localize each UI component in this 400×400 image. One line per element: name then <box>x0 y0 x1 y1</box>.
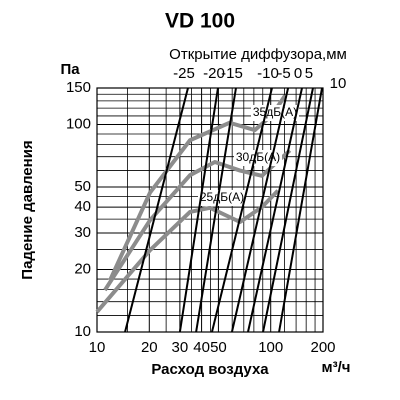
y-tick-label: 30 <box>74 224 91 241</box>
legend-label: -25 <box>173 65 195 82</box>
line <box>195 87 237 333</box>
y-tick-label: 40 <box>74 198 91 215</box>
legend-label: -20 <box>203 65 225 82</box>
x-tick-label: 30 <box>172 339 189 356</box>
y-tick-label: 20 <box>74 261 91 278</box>
label-bg <box>251 105 299 121</box>
label-bg <box>198 190 246 206</box>
line <box>210 87 273 333</box>
curve-label: 25дБ(А) <box>200 190 244 204</box>
x-unit: м³/ч <box>322 359 351 376</box>
x-tick-label: 200 <box>310 339 335 356</box>
y-tick-label: 50 <box>74 178 91 195</box>
y-tick-label: 100 <box>66 116 91 133</box>
noise-curve <box>95 189 280 314</box>
line <box>230 87 290 333</box>
x-axis-label: Расход воздуха <box>151 361 269 378</box>
noise-curve <box>103 148 292 292</box>
x-tick-label: 50 <box>210 339 227 356</box>
noise-curve <box>108 94 287 281</box>
line <box>124 87 189 333</box>
y-tick-label: 150 <box>66 79 91 96</box>
curve-label: 30дБ(А) <box>236 150 280 164</box>
legend-label: 0 <box>294 65 302 82</box>
line <box>247 87 303 333</box>
line <box>278 87 323 333</box>
plot-frame <box>96 87 324 333</box>
y-unit: Па <box>60 61 80 78</box>
x-tick-label: 100 <box>258 339 283 356</box>
x-tick-label: 20 <box>141 339 158 356</box>
x-tick-label: 40 <box>193 339 210 356</box>
curve-label: 35дБ(А) <box>253 105 297 119</box>
line <box>262 87 314 333</box>
legend-label: -5 <box>277 65 290 82</box>
chart-subtitle: Открытие диффузора,мм <box>169 46 347 63</box>
legend-label: 5 <box>305 65 313 82</box>
legend-label: 10 <box>330 75 347 92</box>
y-axis-label: Падение давления <box>19 140 36 279</box>
legend-label: -15 <box>221 65 243 82</box>
chart-title: VD 100 <box>165 10 235 33</box>
legend-label: -10 <box>257 65 279 82</box>
label-bg <box>234 150 282 166</box>
x-tick-label: 10 <box>89 339 106 356</box>
line <box>178 87 219 333</box>
y-tick-label: 10 <box>74 323 91 340</box>
